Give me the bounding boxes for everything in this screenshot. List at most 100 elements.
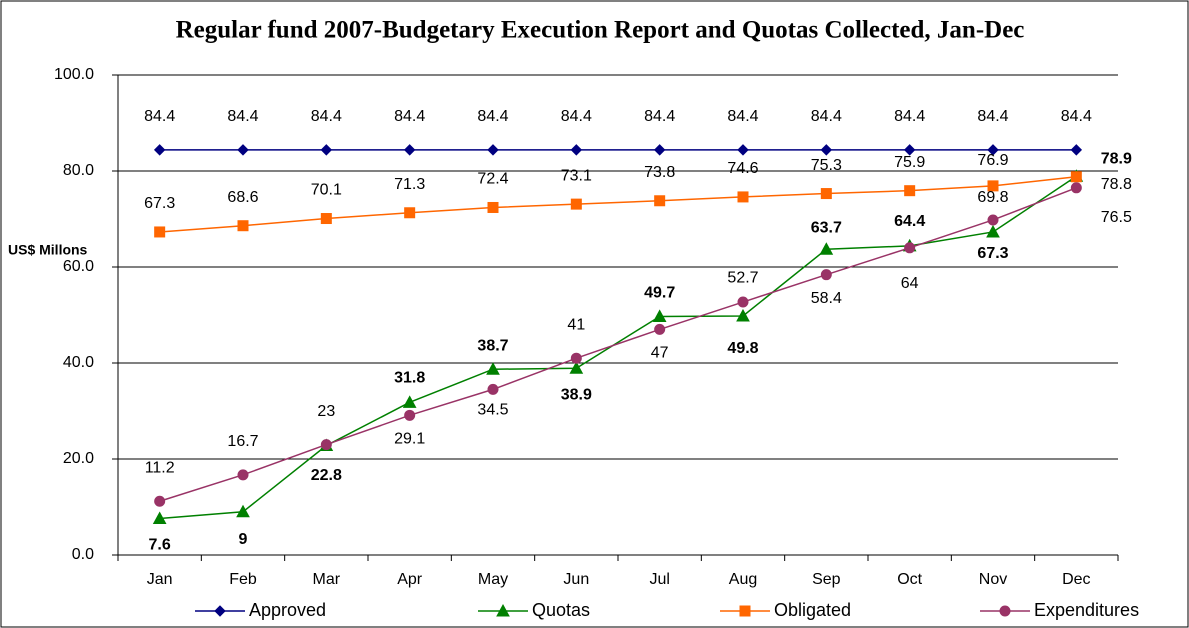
data-label: 69.8 xyxy=(977,189,1008,206)
marker xyxy=(739,605,751,617)
data-label: 84.4 xyxy=(394,108,425,125)
data-label: 29.1 xyxy=(394,431,425,448)
x-tick-label: Jul xyxy=(649,571,669,588)
series-line xyxy=(159,176,1077,233)
marker xyxy=(402,395,417,408)
data-label: 67.3 xyxy=(977,245,1008,262)
data-label: 84.4 xyxy=(1061,108,1092,125)
marker xyxy=(737,296,749,308)
marker xyxy=(154,226,166,238)
data-label: 31.8 xyxy=(394,370,425,387)
data-label: 73.8 xyxy=(644,164,675,181)
data-label: 70.1 xyxy=(311,182,342,199)
marker xyxy=(496,603,510,617)
marker xyxy=(820,188,832,200)
marker xyxy=(986,224,1000,238)
data-label: 16.7 xyxy=(227,433,258,450)
data-label: 78.8 xyxy=(1101,176,1132,193)
data-label: 63.7 xyxy=(811,219,842,236)
data-label: 84.4 xyxy=(977,108,1008,125)
data-label: 76.5 xyxy=(1101,209,1132,226)
marker xyxy=(820,144,833,156)
marker xyxy=(1070,144,1083,156)
marker xyxy=(1070,171,1082,183)
marker xyxy=(404,409,416,421)
marker xyxy=(999,605,1011,617)
marker xyxy=(487,144,499,156)
marker xyxy=(404,207,416,219)
data-label: 74.6 xyxy=(727,160,758,177)
data-label: 84.4 xyxy=(727,108,758,125)
data-label: 23 xyxy=(317,403,335,420)
data-label: 67.3 xyxy=(144,195,175,212)
legend-label: Approved xyxy=(249,600,326,620)
data-label: 64 xyxy=(901,275,919,292)
y-tick-label: 80.0 xyxy=(63,162,94,179)
x-tick-label: Sep xyxy=(812,571,841,588)
marker xyxy=(237,144,249,156)
data-label: 84.4 xyxy=(144,108,175,125)
marker xyxy=(569,361,584,374)
marker xyxy=(987,214,999,226)
marker xyxy=(904,242,916,254)
data-label: 75.3 xyxy=(811,157,842,174)
y-tick-label: 20.0 xyxy=(63,450,94,467)
data-label: 68.6 xyxy=(227,189,258,206)
data-label: 47 xyxy=(651,345,669,362)
marker xyxy=(152,511,167,525)
x-tick-label: Nov xyxy=(979,571,1007,588)
marker xyxy=(237,469,249,481)
marker xyxy=(654,323,666,335)
data-label: 71.3 xyxy=(394,176,425,193)
y-tick-label: 100.0 xyxy=(54,66,94,83)
data-label: 84.4 xyxy=(311,108,342,125)
data-label: 84.4 xyxy=(227,108,258,125)
marker xyxy=(237,220,249,232)
data-label: 64.4 xyxy=(894,213,925,230)
data-label: 76.9 xyxy=(977,152,1008,169)
data-label: 9 xyxy=(239,531,248,548)
x-tick-label: Apr xyxy=(397,571,423,588)
legend-label: Obligated xyxy=(774,600,851,620)
data-label: 73.1 xyxy=(561,167,592,184)
data-label: 22.8 xyxy=(311,467,342,484)
series-line xyxy=(159,187,1077,502)
marker xyxy=(903,144,916,156)
data-label: 11.2 xyxy=(145,459,175,476)
marker xyxy=(987,144,999,156)
data-label: 72.4 xyxy=(477,171,508,188)
x-tick-label: May xyxy=(478,571,508,588)
marker xyxy=(570,144,583,156)
marker xyxy=(320,439,332,451)
data-label: 34.5 xyxy=(477,402,508,419)
marker xyxy=(153,144,166,156)
data-label: 52.7 xyxy=(727,269,758,286)
marker xyxy=(214,605,226,617)
x-tick-label: Oct xyxy=(897,571,922,588)
marker xyxy=(487,383,499,395)
data-label: 84.4 xyxy=(477,108,508,125)
data-label: 84.4 xyxy=(644,108,675,125)
data-label: 84.4 xyxy=(811,108,842,125)
data-label: 7.6 xyxy=(149,537,171,554)
marker xyxy=(487,201,499,213)
y-axis-label: US$ Millons xyxy=(8,242,88,258)
marker xyxy=(1070,182,1082,194)
marker xyxy=(737,144,749,156)
data-label: 41 xyxy=(567,316,585,333)
marker xyxy=(236,504,250,518)
legend-label: Expenditures xyxy=(1034,600,1139,620)
x-tick-label: Jun xyxy=(563,571,589,588)
data-label: 38.9 xyxy=(561,386,592,403)
marker xyxy=(736,308,750,322)
x-tick-label: Mar xyxy=(313,571,341,588)
x-tick-label: Aug xyxy=(729,571,757,588)
data-label: 78.9 xyxy=(1101,150,1132,167)
y-tick-label: 0.0 xyxy=(72,546,94,563)
marker xyxy=(154,495,166,507)
marker xyxy=(737,191,749,203)
marker xyxy=(320,213,332,225)
marker xyxy=(570,352,582,364)
